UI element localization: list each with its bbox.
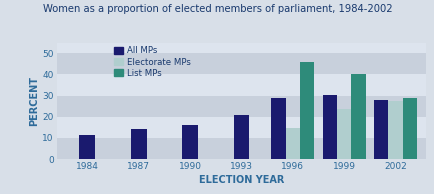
- Bar: [270, 98, 285, 159]
- Bar: [388, 101, 402, 159]
- Bar: [56, 43, 425, 53]
- Bar: [233, 115, 249, 159]
- X-axis label: ELECTION YEAR: ELECTION YEAR: [198, 175, 283, 185]
- Bar: [56, 117, 425, 138]
- Y-axis label: PERCENT: PERCENT: [30, 76, 39, 126]
- Bar: [373, 100, 388, 159]
- Bar: [182, 125, 197, 159]
- Bar: [285, 128, 299, 159]
- Legend: All MPs, Electorate MPs, List MPs: All MPs, Electorate MPs, List MPs: [112, 45, 192, 79]
- Bar: [56, 74, 425, 96]
- Text: Women as a proportion of elected members of parliament, 1984-2002: Women as a proportion of elected members…: [43, 4, 391, 14]
- Bar: [402, 98, 416, 159]
- Bar: [56, 96, 425, 117]
- Bar: [351, 74, 365, 159]
- Bar: [322, 94, 336, 159]
- Bar: [336, 109, 351, 159]
- Bar: [56, 138, 425, 159]
- Bar: [131, 129, 146, 159]
- Bar: [56, 53, 425, 74]
- Bar: [79, 135, 95, 159]
- Bar: [299, 62, 314, 159]
